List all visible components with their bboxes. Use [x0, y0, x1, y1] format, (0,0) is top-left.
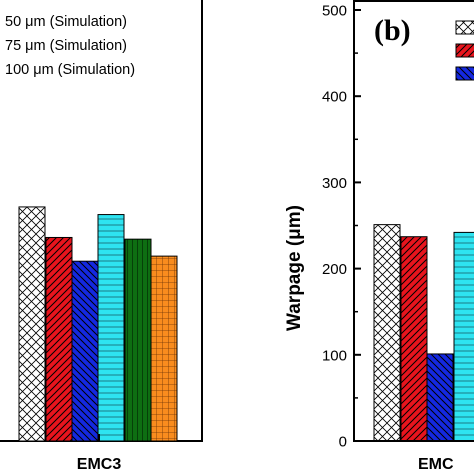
bar — [400, 236, 428, 442]
y-tick-label: 200 — [322, 261, 347, 278]
y-tick-label: 100 — [322, 347, 347, 364]
legend-swatch — [455, 66, 474, 81]
right-panel: Warpage (μm) 0 100 200 300 400 500 (b) EMC — [284, 0, 474, 473]
bar — [71, 260, 99, 442]
bar — [45, 236, 73, 442]
bar — [426, 353, 454, 442]
left-x-tick-label: EMC3 — [77, 456, 122, 473]
bar — [150, 255, 178, 442]
right-y-axis-label: Warpage (μm) — [284, 205, 305, 331]
legend-swatch — [455, 20, 474, 35]
right-legend — [455, 20, 474, 81]
bar — [97, 214, 125, 442]
left-panel: 50 μm (Simulation) 75 μm (Simulation) 10… — [0, 0, 203, 473]
left-bars — [18, 206, 178, 442]
left-legend: 50 μm (Simulation) 75 μm (Simulation) 10… — [5, 14, 135, 78]
y-tick-label: 400 — [322, 89, 347, 106]
panel-label: (b) — [374, 14, 411, 47]
right-y-ticks: 0 100 200 300 400 500 — [322, 3, 361, 451]
bar — [18, 206, 46, 442]
left-legend-entry: 50 μm (Simulation) — [5, 14, 127, 30]
y-tick-label: 500 — [322, 3, 347, 20]
y-tick-label: 0 — [339, 434, 347, 451]
y-tick-label: 300 — [322, 175, 347, 192]
left-legend-entry: 75 μm (Simulation) — [5, 38, 127, 54]
right-x-tick-label: EMC — [418, 456, 454, 473]
bar — [124, 238, 152, 442]
bar — [453, 231, 474, 442]
bar — [373, 224, 401, 442]
left-legend-entry: 100 μm (Simulation) — [5, 62, 135, 78]
right-bars — [373, 224, 474, 442]
legend-swatch — [455, 43, 474, 58]
